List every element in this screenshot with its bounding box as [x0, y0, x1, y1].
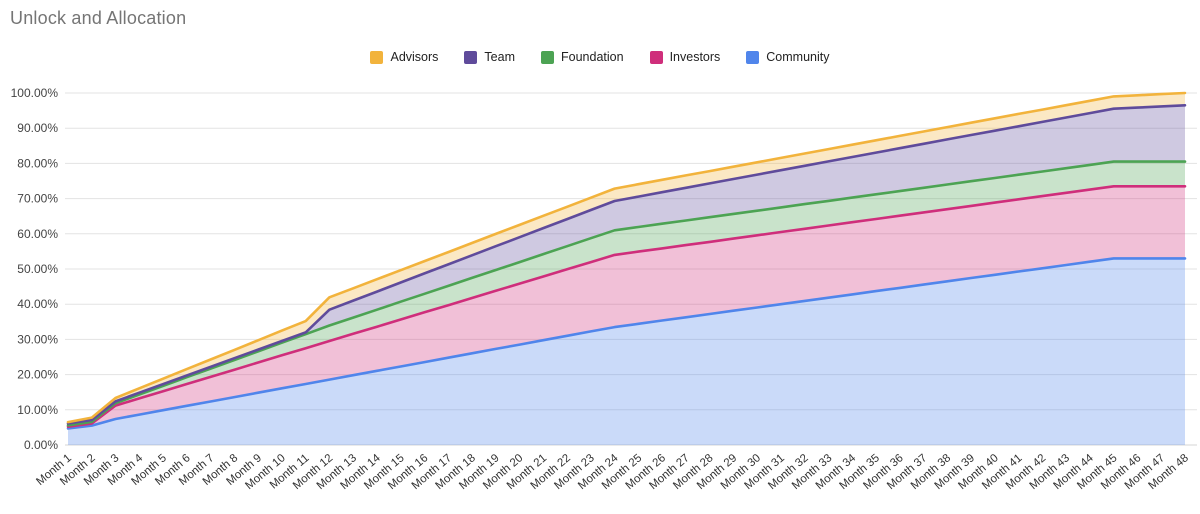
series-line-investors — [66, 185, 1187, 428]
legend-item-foundation: Foundation — [541, 50, 624, 64]
y-axis-tick-label: 50.00% — [17, 262, 58, 276]
legend-swatch-foundation — [541, 50, 554, 64]
legend-label-advisors: Advisors — [390, 50, 439, 64]
y-axis-tick-label: 20.00% — [17, 368, 58, 382]
y-axis-tick-label: 70.00% — [17, 192, 58, 206]
legend-swatch-community — [746, 50, 760, 64]
y-axis-tick-label: 60.00% — [17, 227, 58, 241]
series-area-foundation — [68, 161, 1185, 427]
legend-item-advisors: Advisors — [370, 50, 438, 64]
y-axis-tick-label: 30.00% — [17, 332, 58, 346]
chart-legend: Advisors Team Foundation Investors Community — [0, 50, 1200, 64]
legend-label-foundation: Foundation — [561, 50, 624, 64]
legend-swatch-advisors — [370, 50, 384, 64]
legend-label-team: Team — [484, 50, 515, 64]
series-lines — [66, 91, 1187, 430]
chart-title: Unlock and Allocation — [10, 8, 187, 28]
legend-label-investors: Investors — [669, 50, 721, 64]
series-line-team — [66, 104, 1187, 425]
y-axis-tick-label: 10.00% — [17, 403, 58, 417]
y-axis-tick-label: 40.00% — [17, 297, 58, 311]
series-area-community — [68, 258, 1185, 445]
series-line-foundation — [66, 160, 1187, 427]
series-line-advisors — [66, 91, 1187, 424]
y-axis-tick-label: 100.00% — [11, 86, 59, 100]
legend-swatch-team — [464, 50, 478, 64]
y-axis-tick-label: 0.00% — [24, 438, 58, 452]
series-line-community — [66, 257, 1187, 430]
series-areas — [68, 93, 1185, 445]
legend-item-community: Community — [746, 50, 830, 64]
y-axis-tick-label: 90.00% — [17, 121, 58, 135]
y-axis-labels: 100.00% 90.00% 80.00% 70.00% 60.00% 50.00% 40.… — [11, 86, 59, 452]
series-area-team — [68, 105, 1185, 426]
legend-item-investors: Investors — [649, 50, 721, 64]
series-area-investors — [68, 186, 1185, 429]
y-axis-tick-label: 80.00% — [17, 156, 58, 170]
legend-label-community: Community — [766, 50, 830, 64]
legend-item-team: Team — [464, 50, 515, 64]
legend-swatch-investors — [649, 50, 663, 64]
